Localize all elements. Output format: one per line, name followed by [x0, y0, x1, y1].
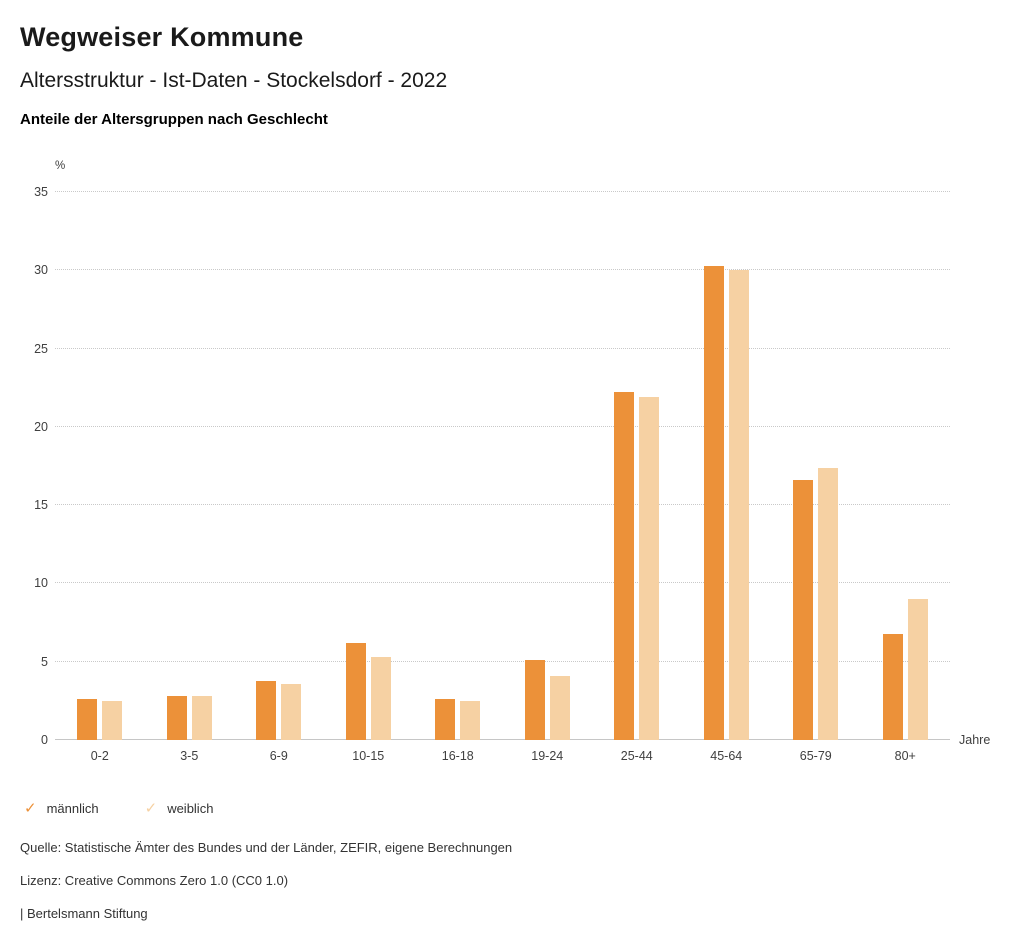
x-tick-label-0-2: 0-2: [90, 749, 109, 763]
y-tick-label-0: 0: [41, 733, 48, 747]
y-tick-label-15: 15: [34, 498, 48, 513]
chart-legend: ✓ männlich ✓ weiblich: [24, 801, 1004, 816]
bar-group-0-2: [55, 192, 145, 740]
bar-männlich-65-79[interactable]: [793, 480, 814, 740]
bar-group-10-15: [324, 192, 414, 740]
bar-männlich-16-18[interactable]: [435, 699, 456, 740]
bar-weiblich-6-9[interactable]: [281, 683, 302, 740]
y-tick-label-35: 35: [34, 185, 48, 199]
x-axis-unit-label: Jahre: [959, 733, 991, 747]
bar-group-80+: [861, 192, 951, 740]
license-note: Lizenz: Creative Commons Zero 1.0 (CC0 1…: [20, 873, 289, 888]
bar-chart: % Jahre 0 5 10 15 20 25 30 35 0-2 3-5 6-9 10-15 16-…: [20, 160, 1004, 769]
bar-weiblich-80+[interactable]: [907, 599, 928, 740]
chart-page: Wegweiser Kommune Altersstruktur - Ist-D…: [20, 22, 1004, 921]
bar-männlich-45-64[interactable]: [703, 265, 724, 740]
legend-label: männlich: [46, 801, 99, 816]
x-tick-label-25-44: 25-44: [620, 749, 653, 763]
chart-footer: Quelle: Statistische Ämter des Bundes un…: [20, 840, 1004, 921]
y-tick-label-25: 25: [34, 341, 48, 356]
y-tick-label-10: 10: [34, 576, 48, 591]
x-tick-label-6-9: 6-9: [269, 749, 288, 763]
bar-männlich-0-2[interactable]: [77, 699, 98, 740]
y-tick-label-20: 20: [34, 419, 48, 434]
x-tick-label-3-5: 3-5: [180, 749, 199, 763]
x-tick-label-45-64: 45-64: [710, 749, 743, 763]
bar-männlich-6-9[interactable]: [256, 680, 277, 740]
bar-group-45-64: [682, 192, 772, 740]
bar-weiblich-0-2[interactable]: [102, 700, 123, 740]
brand-note: | Bertelsmann Stiftung: [20, 906, 148, 921]
source-note: Quelle: Statistische Ämter des Bundes un…: [20, 840, 513, 855]
bar-männlich-3-5[interactable]: [166, 696, 187, 740]
legend-label: weiblich: [167, 801, 214, 816]
bar-group-16-18: [413, 192, 503, 740]
bar-männlich-19-24[interactable]: [524, 660, 545, 740]
check-icon: ✓: [144, 800, 158, 817]
bar-group-65-79: [771, 192, 861, 740]
bar-männlich-25-44[interactable]: [614, 392, 635, 740]
chart-subtitle: Altersstruktur - Ist-Daten - Stockelsdor…: [20, 69, 448, 92]
bar-group-19-24: [503, 192, 593, 740]
y-tick-label-30: 30: [34, 263, 48, 278]
legend-item-männlich[interactable]: ✓ männlich: [24, 801, 99, 816]
gridline-5: [55, 660, 950, 662]
bar-weiblich-45-64[interactable]: [728, 270, 749, 740]
gridline-35: [55, 191, 950, 192]
gridline-25: [55, 347, 950, 349]
gridline-0: [55, 739, 950, 740]
legend-item-weiblich[interactable]: ✓ weiblich: [145, 801, 214, 816]
bar-weiblich-19-24[interactable]: [549, 675, 570, 740]
bar-weiblich-65-79[interactable]: [818, 467, 839, 740]
bar-group-25-44: [592, 192, 682, 740]
plot-area: % Jahre 0 5 10 15 20 25 30 35: [34, 160, 990, 747]
check-icon: ✓: [24, 800, 37, 817]
bar-group-3-5: [145, 192, 235, 740]
bar-group-6-9: [234, 192, 324, 740]
gridline-30: [55, 269, 950, 271]
bar-weiblich-10-15[interactable]: [370, 657, 391, 740]
x-tick-label-10-15: 10-15: [352, 749, 385, 763]
page-title: Wegweiser Kommune: [20, 22, 304, 52]
x-tick-label-16-18: 16-18: [441, 749, 474, 763]
gridline-20: [55, 425, 950, 427]
bar-männlich-80+[interactable]: [882, 633, 903, 740]
y-tick-label-5: 5: [41, 654, 48, 669]
x-axis-labels: 0-2 3-5 6-9 10-15 16-18 19-24 25-44 45-64 65-79 8…: [55, 749, 950, 769]
gridline-15: [55, 504, 950, 506]
chart-caption: Anteile der Altersgruppen nach Geschlech…: [20, 111, 328, 128]
bar-männlich-10-15[interactable]: [345, 642, 366, 740]
bar-weiblich-3-5[interactable]: [191, 696, 212, 740]
bar-weiblich-16-18[interactable]: [460, 700, 481, 740]
x-tick-label-19-24: 19-24: [531, 749, 564, 763]
x-tick-label-65-79: 65-79: [799, 749, 832, 763]
y-axis-unit-label: %: [55, 160, 66, 172]
x-tick-label-80+: 80+: [894, 749, 916, 763]
bar-weiblich-25-44[interactable]: [639, 397, 660, 740]
gridline-10: [55, 582, 950, 584]
